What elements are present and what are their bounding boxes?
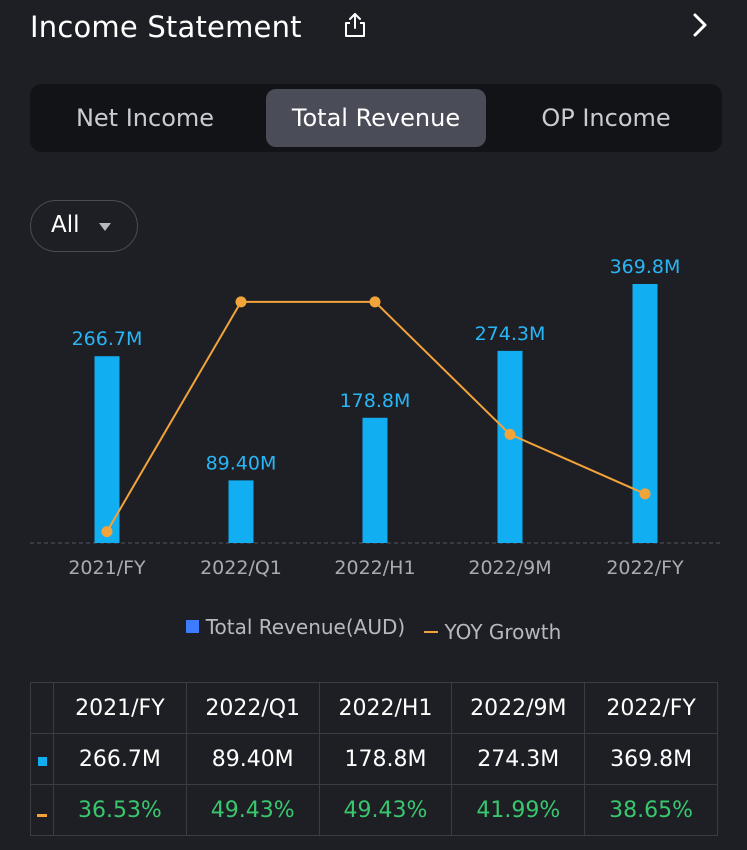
x-tick-label: 2022/FY bbox=[606, 557, 684, 579]
tab-op-income[interactable]: OP Income bbox=[541, 104, 671, 132]
share-icon[interactable] bbox=[342, 11, 368, 39]
bar-value-label: 369.8M bbox=[610, 256, 681, 278]
legend-bar-swatch bbox=[185, 620, 199, 633]
table-header-cell: 2022/H1 bbox=[318, 682, 453, 734]
table-row-revenue: 266.7M 89.40M 178.8M 274.3M 369.8M bbox=[30, 733, 718, 785]
table-cell: 49.43% bbox=[318, 784, 453, 836]
tab-net-income[interactable]: Net Income bbox=[75, 104, 215, 132]
x-tick-label: 2022/9M bbox=[468, 557, 551, 579]
growth-marker-cell bbox=[30, 784, 54, 836]
legend-label-revenue: Total Revenue(AUD) bbox=[205, 614, 406, 639]
bar-2022-h1 bbox=[362, 417, 388, 543]
bar-value-label: 274.3M bbox=[475, 323, 546, 345]
table-header-row: 2021/FY 2022/Q1 2022/H1 2022/9M 2022/FY bbox=[30, 682, 718, 734]
metric-tabs: Net Income Total Revenue OP Income bbox=[30, 84, 722, 152]
x-tick-label: 2021/FY bbox=[68, 557, 146, 579]
revenue-chart: 266.7M 89.40M 178.8M 274.3M 369.8M 2021/FY 202… bbox=[30, 256, 722, 579]
table-header-cell: 2022/9M bbox=[451, 682, 586, 734]
table-header-cell: 2021/FY bbox=[53, 682, 187, 734]
table-cell: 89.40M bbox=[185, 733, 320, 785]
table-cell: 41.99% bbox=[451, 784, 586, 836]
table-cell: 274.3M bbox=[451, 733, 586, 785]
header: Income Statement bbox=[30, 0, 720, 56]
bar-2021-fy bbox=[94, 356, 120, 543]
bar-2022-fy bbox=[632, 284, 658, 543]
caret-down-icon bbox=[99, 223, 111, 231]
bar-2022-9m bbox=[497, 350, 523, 543]
revenue-marker-cell bbox=[30, 733, 54, 785]
period-filter-label: All bbox=[51, 212, 80, 238]
legend-item-growth: YOY Growth bbox=[423, 620, 562, 644]
yoy-growth-point bbox=[639, 488, 651, 500]
table-cell: 36.53% bbox=[53, 784, 187, 836]
tab-total-revenue[interactable]: Total Revenue bbox=[266, 89, 486, 147]
page-title: Income Statement bbox=[30, 10, 302, 44]
chevron-right-icon[interactable] bbox=[690, 10, 710, 40]
yoy-growth-point bbox=[235, 296, 247, 308]
table-cell: 38.65% bbox=[584, 784, 718, 836]
legend-label-growth: YOY Growth bbox=[444, 620, 562, 644]
bar-value-label: 266.7M bbox=[72, 328, 143, 350]
data-table: 2021/FY 2022/Q1 2022/H1 2022/9M 2022/FY … bbox=[30, 682, 718, 836]
legend-item-revenue: Total Revenue(AUD) bbox=[185, 614, 406, 639]
x-tick-label: 2022/H1 bbox=[334, 557, 415, 579]
legend-line-swatch bbox=[423, 631, 438, 633]
table-header-cell: 2022/FY bbox=[584, 682, 718, 734]
table-row-growth: 36.53% 49.43% 49.43% 41.99% 38.65% bbox=[30, 784, 718, 836]
table-cell: 178.8M bbox=[318, 733, 453, 785]
bar-value-label: 178.8M bbox=[340, 390, 411, 412]
bar-value-label: 89.40M bbox=[206, 452, 277, 474]
table-corner-cell bbox=[30, 682, 54, 734]
growth-series-marker bbox=[37, 813, 47, 817]
yoy-growth-point bbox=[369, 296, 381, 308]
table-cell: 369.8M bbox=[584, 733, 718, 785]
revenue-series-marker bbox=[37, 756, 47, 766]
table-cell: 49.43% bbox=[185, 784, 320, 836]
period-filter-dropdown[interactable]: All bbox=[30, 200, 138, 252]
x-tick-label: 2022/Q1 bbox=[200, 557, 282, 579]
table-header-cell: 2022/Q1 bbox=[185, 682, 320, 734]
table-cell: 266.7M bbox=[53, 733, 187, 785]
yoy-growth-point bbox=[504, 428, 516, 440]
chart-legend: Total Revenue(AUD) YOY Growth bbox=[0, 614, 747, 644]
bar-2022-q1 bbox=[228, 480, 254, 543]
yoy-growth-point bbox=[101, 526, 113, 538]
